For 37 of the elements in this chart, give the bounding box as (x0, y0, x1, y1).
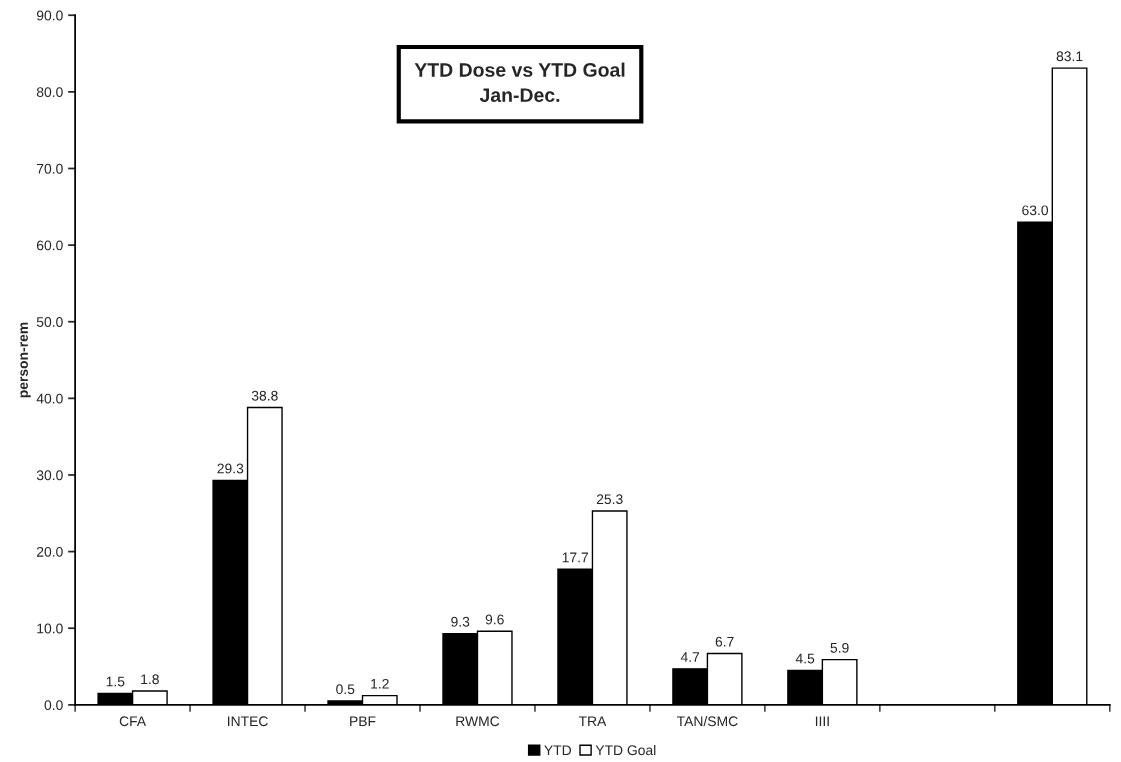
data-label: 0.5 (336, 684, 355, 695)
y-tick-label: 50.0 (36, 317, 63, 327)
data-label: 9.3 (451, 616, 470, 627)
data-label: 1.8 (141, 674, 159, 685)
data-label: 1.2 (371, 678, 389, 689)
x-tick-label: TRA (578, 716, 607, 727)
data-label: 29.3 (217, 463, 244, 474)
data-label: 17.7 (562, 552, 589, 563)
legend-label: YTD Goal (595, 744, 656, 756)
x-tick-label: TAN/SMC (676, 715, 738, 727)
data-label: 6.7 (715, 636, 734, 647)
y-tick-label: 0.0 (44, 700, 63, 711)
x-tick-label: INTEC (228, 716, 268, 727)
y-tick-label: 70.0 (36, 163, 63, 174)
y-tick-label: 20.0 (36, 546, 63, 557)
text: YTD Dose vs YTD Goal Jan-Dec. (414, 62, 625, 103)
y-tick-label: 40.0 (36, 393, 63, 404)
data-label: 1.5 (106, 676, 125, 687)
data-label: 9.6 (485, 614, 504, 625)
data-label: 4.5 (795, 653, 815, 664)
y-tick-label: 10.0 (37, 623, 63, 634)
x-tick-label: RWMC (456, 716, 500, 727)
data-label: 83.1 (1056, 51, 1083, 62)
x-tick-label: PBF (350, 716, 376, 727)
x-tick-label: IIII (815, 716, 829, 727)
data-label: 63.0 (1022, 205, 1049, 216)
y-tick-label: 60.0 (36, 240, 63, 251)
legend-label: YTD (544, 745, 572, 755)
y-tick-label: 30.0 (36, 470, 63, 481)
data-label: 4.7 (680, 652, 700, 662)
y-tick-label: 90.0 (36, 10, 63, 21)
x-tick-label: CFA (119, 716, 147, 727)
data-label: 25.3 (596, 494, 623, 505)
y-axis-title: person-rem (20, 322, 31, 398)
data-label: 5.9 (830, 642, 849, 653)
y-tick-label: 80.0 (36, 87, 63, 98)
data-label: 38.8 (251, 390, 278, 401)
